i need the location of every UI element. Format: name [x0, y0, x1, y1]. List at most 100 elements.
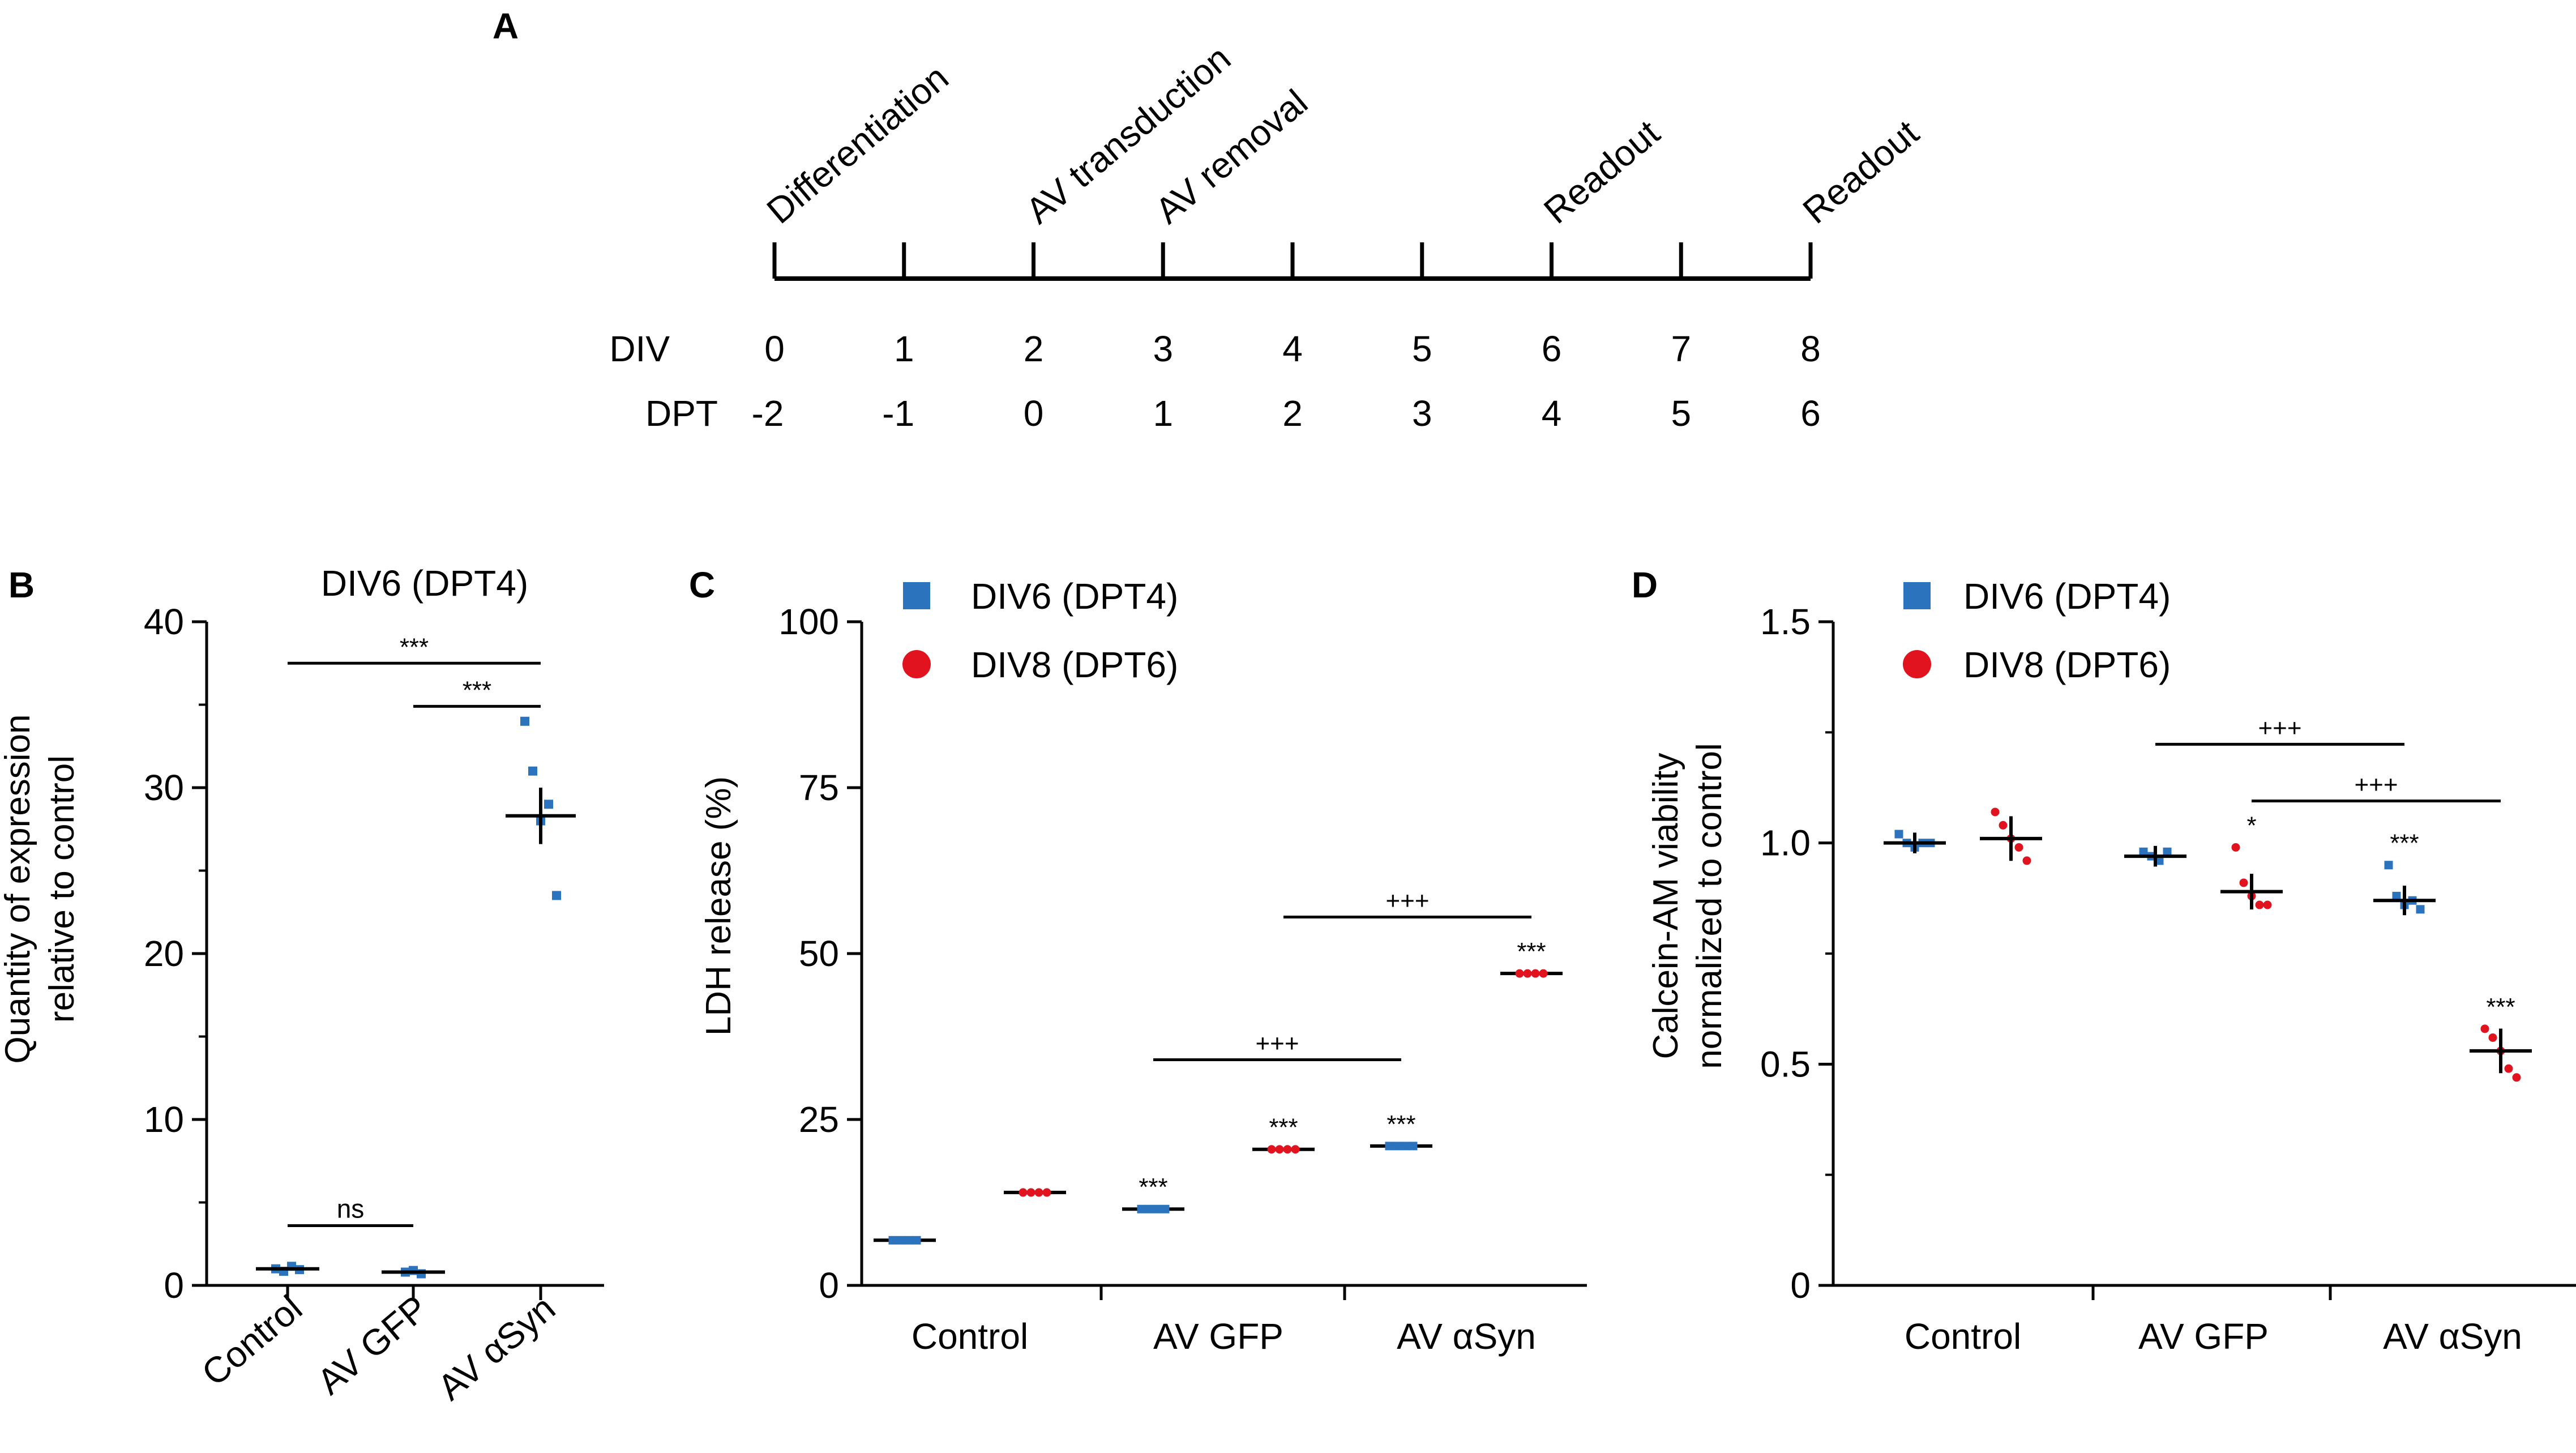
legend-d-div8-label: DIV8 (DPT6): [1963, 644, 2171, 685]
panel-c-point-div8-dpt6-control: [1026, 1188, 1035, 1197]
panel-c-point-div6-dpt4-av-syn: [1401, 1142, 1410, 1151]
panel-b-ytick-label: 20: [144, 933, 184, 974]
legend-c-div8-label: DIV8 (DPT6): [971, 644, 1178, 685]
div-value: 0: [764, 328, 785, 369]
panel-b-xtick-label: AV αSyn: [430, 1288, 563, 1408]
div-value: 6: [1542, 328, 1562, 369]
panel-b-ytick-label: 0: [164, 1265, 184, 1306]
timeline-event-readout: Readout: [1795, 112, 1927, 232]
panel-c-point-div8-dpt6-control: [1019, 1188, 1028, 1197]
panel-b-comparison-label: ***: [463, 676, 491, 704]
panel-b: B DIV6 (DPT4) Quantity of expression rel…: [0, 563, 604, 1408]
dpt-value: 3: [1412, 393, 1432, 434]
panel-c-point-div8-dpt6-control: [1042, 1188, 1051, 1197]
panel-d-point-div8-dpt6-control: [1999, 820, 2008, 830]
dpt-value: 5: [1671, 393, 1691, 434]
dpt-value: 4: [1542, 393, 1562, 434]
panel-c-comparison-label: +++: [1385, 887, 1429, 915]
panel-c-point-div8-dpt6-av-syn: [1523, 969, 1532, 978]
panel-d-comparison-label: +++: [2354, 771, 2398, 798]
div-value: 1: [894, 328, 914, 369]
panel-d-ytick-label: 1.0: [1760, 823, 1811, 864]
panel-c-point-div6-dpt4-control: [912, 1236, 921, 1245]
div-row-label: DIV: [609, 328, 670, 369]
panel-c-point-div8-dpt6-av-syn: [1531, 969, 1540, 978]
panel-c-point-div6-dpt4-control: [888, 1236, 897, 1245]
panel-c-xtick-label: AV αSyn: [1397, 1316, 1536, 1357]
panel-d-point-div6-dpt4-control: [1894, 830, 1903, 839]
panel-b-xtick-label: AV GFP: [310, 1288, 435, 1403]
panel-c-point-div8-dpt6-av-syn: [1515, 969, 1524, 978]
panel-c-point-div6-dpt4-av-gfp: [1161, 1204, 1170, 1213]
panel-label-a: A: [493, 6, 519, 46]
panel-c-ytick-label: 25: [799, 1099, 839, 1140]
panel-d-point-div6-dpt4-av-syn: [2392, 891, 2401, 900]
timeline-event-differentiation: Differentiation: [759, 57, 956, 231]
legend-d-div8-marker: [1903, 650, 1931, 678]
panel-c-point-div8-dpt6-av-gfp: [1291, 1145, 1300, 1154]
panel-c-ytick-label: 0: [819, 1265, 839, 1306]
panel-c-significance-div6-dpt4-av-syn: ***: [1387, 1110, 1415, 1138]
panel-b-ytick-label: 40: [144, 601, 184, 642]
panel-d-comparison-label: +++: [2258, 714, 2301, 742]
panel-b-point-av-syn: [520, 716, 529, 726]
panel-d-point-div6-dpt4-av-gfp: [2163, 847, 2172, 856]
panel-c-ytick-label: 50: [799, 933, 839, 974]
div-value: 2: [1024, 328, 1044, 369]
panel-c-xtick-label: Control: [912, 1316, 1028, 1357]
panel-d-point-div6-dpt4-av-gfp: [2139, 847, 2148, 856]
panel-c-ylabel: LDH release (%): [699, 776, 738, 1036]
panel-d-point-div8-dpt6-av-gfp: [2239, 878, 2248, 887]
panel-b-point-av-syn: [552, 891, 561, 900]
panel-d-xtick-label: Control: [1905, 1316, 2021, 1357]
dpt-row-label: DPT: [645, 393, 718, 434]
panel-b-title: DIV6 (DPT4): [321, 563, 528, 604]
panel-d-point-div8-dpt6-control: [2014, 843, 2023, 852]
panel-b-comparison-label: ns: [337, 1194, 365, 1224]
dpt-value: 6: [1800, 393, 1821, 434]
panel-c-significance-div6-dpt4-av-gfp: ***: [1139, 1173, 1167, 1201]
timeline-event-readout: Readout: [1536, 112, 1667, 232]
legend-c-div6-label: DIV6 (DPT4): [971, 576, 1178, 617]
div-value: 8: [1800, 328, 1821, 369]
panel-d-point-div8-dpt6-av-syn: [2512, 1073, 2521, 1082]
legend-d-div6-marker: [1903, 582, 1931, 609]
panel-d-ytick-label: 1.5: [1760, 601, 1811, 642]
panel-c-legend: DIV6 (DPT4) DIV8 (DPT6): [902, 576, 1178, 685]
panel-c-comparison-label: +++: [1255, 1030, 1299, 1058]
panel-c-significance-div8-dpt6-av-syn: ***: [1517, 938, 1546, 965]
panel-d-ylabel-line1: Calcein-AM viability: [1646, 753, 1685, 1059]
dpt-value: 0: [1024, 393, 1044, 434]
panel-d-xtick-label: AV GFP: [2138, 1316, 2269, 1357]
panel-d-point-div8-dpt6-control: [2022, 856, 2031, 865]
panel-c-point-div8-dpt6-control: [1034, 1188, 1043, 1197]
panel-d-point-div6-dpt4-av-gfp: [2155, 856, 2164, 865]
panel-c-point-div6-dpt4-av-gfp: [1145, 1204, 1154, 1213]
panel-d-point-div8-dpt6-control: [1991, 807, 2000, 817]
panel-c-point-div6-dpt4-control: [904, 1236, 913, 1245]
panel-label-b: B: [8, 565, 35, 605]
panel-b-ylabel-line2: relative to control: [42, 755, 82, 1023]
panel-label-c: C: [689, 565, 715, 605]
panel-d-point-div6-dpt4-av-syn: [2416, 905, 2425, 914]
panel-d-point-div8-dpt6-av-syn: [2504, 1064, 2513, 1073]
panel-d-xtick-label: AV αSyn: [2383, 1316, 2522, 1357]
panel-c-point-div8-dpt6-av-gfp: [1267, 1145, 1276, 1154]
panel-c-point-div6-dpt4-av-gfp: [1153, 1204, 1162, 1213]
panel-b-comparison-label: ***: [400, 633, 429, 661]
panel-c-point-div6-dpt4-av-syn: [1409, 1142, 1418, 1151]
panel-c-point-div8-dpt6-av-gfp: [1283, 1145, 1292, 1154]
panel-d-significance-div8-dpt6-av-gfp: *: [2246, 811, 2256, 839]
legend-c-div6-marker: [903, 582, 930, 609]
panel-c: C LDH release (%) DIV6 (DPT4) DIV8 (DPT6…: [689, 565, 1587, 1357]
panel-d-significance-div8-dpt6-av-syn: ***: [2486, 993, 2515, 1021]
panel-c-significance-div8-dpt6-av-gfp: ***: [1269, 1114, 1298, 1142]
div-value: 3: [1153, 328, 1173, 369]
panel-d: D Calcein-AM viability normalized to con…: [1632, 565, 2576, 1357]
panel-d-point-div6-dpt4-av-syn: [2384, 861, 2393, 870]
panel-b-xtick-label: Control: [194, 1288, 310, 1394]
panel-d-ylabel-line2: normalized to control: [1690, 743, 1729, 1069]
panel-d-significance-div6-dpt4-av-syn: ***: [2390, 830, 2419, 857]
panel-c-point-div8-dpt6-av-gfp: [1275, 1145, 1284, 1154]
